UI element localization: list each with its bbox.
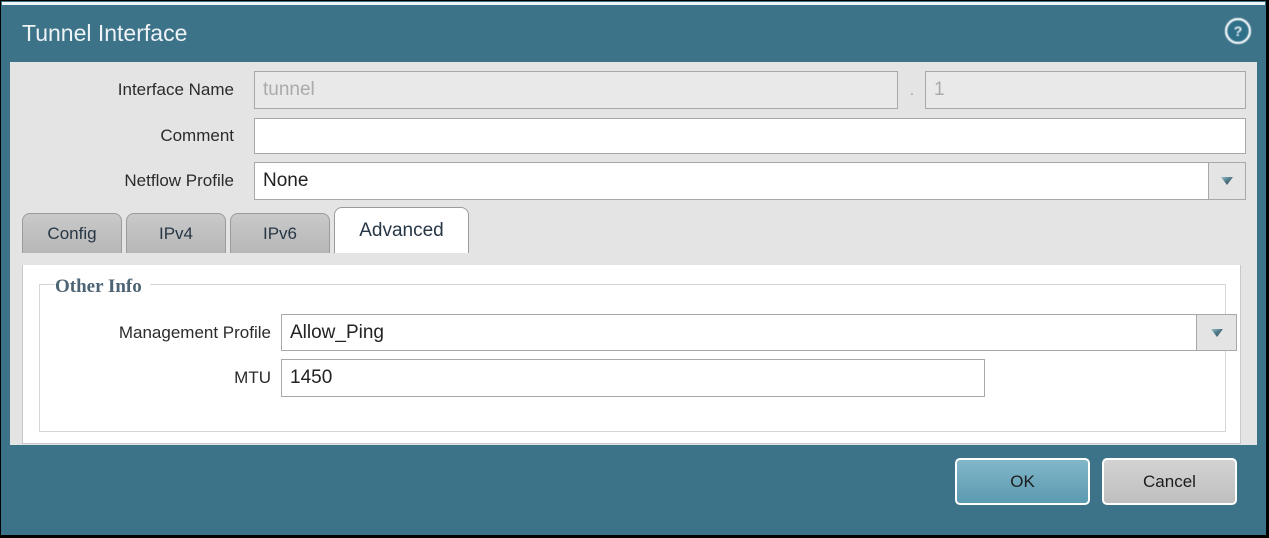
svg-text:?: ?: [1234, 23, 1243, 39]
